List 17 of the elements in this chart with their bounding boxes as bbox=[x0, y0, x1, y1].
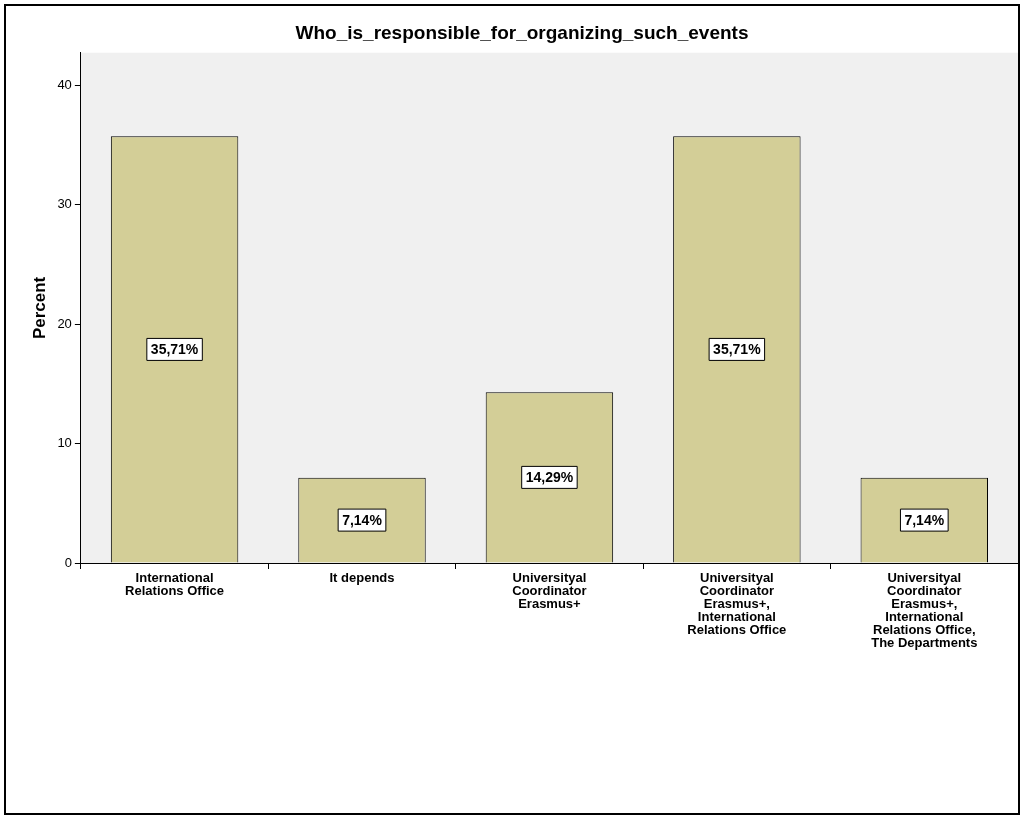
x-tick-label: It depends bbox=[329, 570, 395, 586]
data-label: 14,29% bbox=[525, 469, 574, 486]
data-label: 35,71% bbox=[713, 341, 762, 358]
x-tick-label: Universityal Coordinator Erasmus+ bbox=[512, 570, 587, 612]
x-tick-label: Universityal Coordinator Erasmus+, International Relations Office bbox=[687, 570, 787, 638]
y-tick-label: 20 bbox=[57, 315, 72, 331]
data-label: 35,71% bbox=[150, 341, 199, 358]
x-tick-label: Universityal Coordinator Erasmus+, International Relations Office, The Departments bbox=[871, 570, 978, 651]
y-tick-label: 40 bbox=[57, 76, 72, 92]
y-axis-title: Percent bbox=[29, 276, 49, 340]
data-label: 7,14% bbox=[904, 511, 945, 528]
x-tick-label: International Relations Office bbox=[125, 570, 225, 599]
y-tick-label: 30 bbox=[57, 196, 72, 212]
y-tick-label: 0 bbox=[64, 554, 72, 570]
y-tick-label: 10 bbox=[57, 435, 72, 451]
data-label: 7,14% bbox=[342, 511, 383, 528]
chart-title: Who_is_responsible_for_organizing_such_events bbox=[295, 21, 749, 43]
